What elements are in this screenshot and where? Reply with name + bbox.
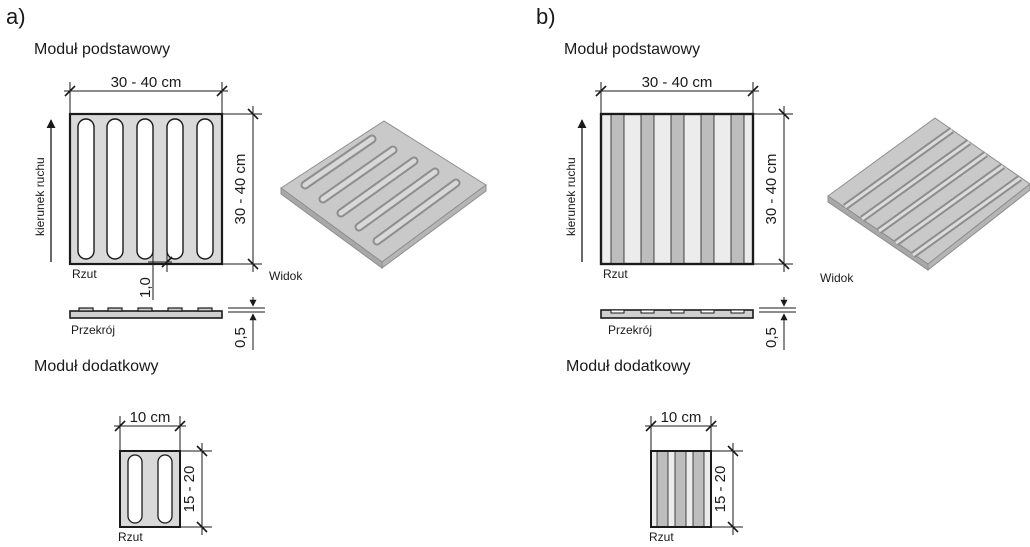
plan-label-a: Rzut — [72, 267, 97, 281]
add-height-dimension-b: 15 - 20 — [711, 443, 743, 535]
view-label-b: Widok — [820, 271, 854, 285]
iso-view-a: Widok — [269, 120, 487, 283]
width-dim-label-b: 30 - 40 cm — [642, 74, 713, 91]
direction-arrow-b: kierunek ruchu — [564, 119, 587, 262]
height-dimension-a: 30 - 40 cm — [222, 106, 262, 272]
stripe-bar — [730, 113, 745, 265]
stripe-bar — [670, 113, 685, 265]
section-groove — [700, 309, 715, 314]
add-height-dim-label-b: 15 - 20 — [712, 466, 729, 513]
oval-bar — [157, 454, 173, 524]
section-groove — [730, 309, 745, 314]
section-base-a — [69, 310, 223, 319]
add-plan-label-a: Rzut — [118, 530, 143, 544]
add-width-dimension-b: 10 cm — [645, 409, 717, 451]
panel-letter-a: a) — [6, 4, 26, 29]
add-height-dim-label-a: 15 - 20 — [181, 466, 198, 513]
oval-bar — [196, 118, 214, 260]
add-width-dimension-a: 10 cm — [114, 409, 186, 451]
add-plan-label-b: Rzut — [649, 530, 674, 544]
panel-letter-b: b) — [536, 4, 556, 29]
oval-bar — [166, 118, 184, 260]
section-groove — [670, 309, 685, 314]
add-width-dim-label-a: 10 cm — [130, 409, 171, 426]
oval-bar — [127, 454, 143, 524]
plan-label-b: Rzut — [603, 267, 628, 281]
stripe-bar — [674, 450, 687, 528]
direction-arrow-a: kierunek ruchu — [33, 119, 56, 262]
add-height-dimension-a: 15 - 20 — [180, 443, 212, 535]
section-bump — [137, 307, 153, 312]
iso-view-b: Widok — [820, 117, 1030, 285]
section-groove — [610, 309, 625, 314]
section-groove — [640, 309, 655, 314]
section-view-b: Przekrój — [600, 309, 754, 337]
view-label-a: Widok — [269, 269, 303, 283]
section-bump — [197, 307, 213, 312]
oval-bar — [106, 118, 124, 260]
section-dim-label-b: 0,5 — [763, 327, 780, 348]
plan-view-b: Rzut — [599, 112, 755, 281]
direction-label-b: kierunek ruchu — [564, 157, 578, 236]
height-dimension-b: 30 - 40 cm — [753, 106, 793, 272]
stripe-bar — [692, 450, 705, 528]
add-width-dim-label-b: 10 cm — [661, 409, 702, 426]
stripe-bar — [640, 113, 655, 265]
oval-bar — [77, 118, 95, 260]
oval-bar — [136, 118, 154, 260]
height-dim-label-b: 30 - 40 cm — [763, 154, 780, 225]
add-plan-view-a: Rzut — [118, 450, 181, 544]
section-dimension-a: 0,5 — [228, 297, 265, 350]
panel-a: a) Moduł podstawowy 30 - 40 cm Rzut kier… — [6, 4, 487, 544]
stripe-bar — [610, 113, 625, 265]
section-bump — [78, 307, 94, 312]
spacing-dimension-a: 1,0 — [137, 252, 173, 300]
section-label-a: Przekrój — [71, 323, 115, 337]
basic-module-title-a: Moduł podstawowy — [34, 41, 170, 58]
section-label-b: Przekrój — [608, 323, 652, 337]
section-view-a: Przekrój — [69, 307, 223, 337]
add-plan-view-b: Rzut — [649, 450, 712, 544]
width-dimension-b: 30 - 40 cm — [595, 74, 759, 114]
width-dim-label-a: 30 - 40 cm — [111, 74, 182, 91]
direction-label-a: kierunek ruchu — [33, 157, 47, 236]
section-bump — [107, 307, 123, 312]
spacing-dim-label-a: 1,0 — [137, 277, 154, 298]
additional-module-title-a: Moduł dodatkowy — [34, 358, 159, 375]
iso-tile-edge-b — [927, 183, 1030, 272]
stripe-bar — [700, 113, 715, 265]
additional-module-title-b: Moduł dodatkowy — [566, 358, 691, 375]
width-dimension-a: 30 - 40 cm — [64, 74, 228, 114]
height-dim-label-a: 30 - 40 cm — [232, 154, 249, 225]
stripe-bar — [656, 450, 669, 528]
basic-module-title-b: Moduł podstawowy — [564, 41, 700, 58]
section-dimension-b: 0,5 — [759, 297, 796, 350]
section-dim-label-a: 0,5 — [232, 327, 249, 348]
section-bump — [167, 307, 183, 312]
panel-b: b) Moduł podstawowy 30 - 40 cm Rzut kier… — [536, 4, 1030, 544]
plan-view-a: Rzut — [68, 112, 224, 281]
iso-tile-edge-a — [381, 184, 487, 269]
